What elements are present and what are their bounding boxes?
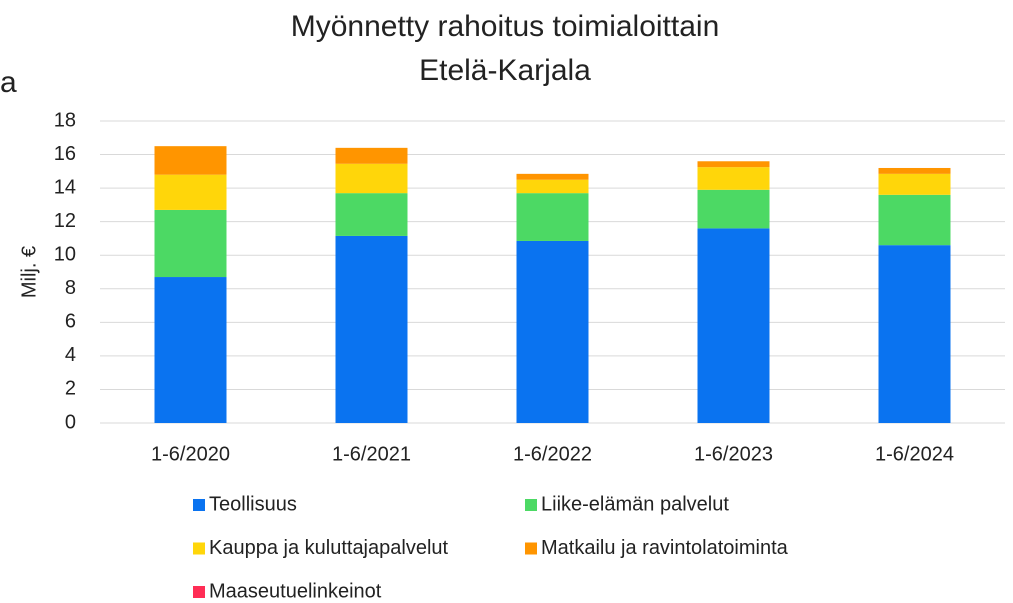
bar-segment (516, 193, 589, 241)
y-tick-label: 10 (54, 244, 76, 266)
x-tick-label: 1-6/2020 (151, 443, 230, 465)
legend-label: Kauppa ja kuluttajapalvelut (209, 537, 449, 559)
x-tick-label: 1-6/2022 (513, 443, 592, 465)
legend-swatch (525, 499, 537, 511)
bar-segment (335, 235, 408, 423)
bar-segment (697, 161, 770, 168)
chart-title: Myönnetty rahoitus toimialoittain (291, 10, 720, 43)
y-tick-label: 8 (65, 277, 76, 299)
bar-segment (697, 228, 770, 423)
y-tick-label: 4 (65, 344, 76, 366)
y-axis-label: Milj. € (18, 246, 40, 298)
y-tick-label: 18 (54, 109, 76, 131)
bar-segment (335, 193, 408, 236)
chart-subtitle: Etelä-Karjala (419, 54, 591, 87)
side-text: a (0, 66, 17, 99)
y-tick-label: 16 (54, 143, 76, 165)
legend-label: Liike-elämän palvelut (541, 493, 729, 515)
bar-segment (335, 147, 408, 164)
bar-segment (154, 277, 227, 423)
x-tick-label: 1-6/2023 (694, 443, 773, 465)
y-tick-label: 2 (65, 378, 76, 400)
bar-segment (878, 194, 951, 246)
bar-segment (516, 240, 589, 423)
legend-swatch (193, 499, 205, 511)
bar-segment (516, 173, 589, 180)
x-tick-label: 1-6/2021 (332, 443, 411, 465)
x-tick-label: 1-6/2024 (875, 443, 954, 465)
legend-label: Maaseutuelinkeinot (209, 580, 382, 602)
bar-segment (154, 174, 227, 210)
bar-segment (516, 179, 589, 194)
bar-segment (878, 167, 951, 174)
y-tick-label: 0 (65, 411, 76, 433)
legend-swatch (193, 586, 205, 598)
legend-label: Teollisuus (209, 493, 297, 515)
legend-swatch (193, 542, 205, 555)
y-tick-label: 12 (54, 210, 76, 232)
bar-segment (154, 209, 227, 278)
legend-swatch (525, 542, 537, 555)
y-tick-label: 14 (54, 176, 76, 198)
bar-segment (154, 146, 227, 175)
bar-segment (878, 245, 951, 423)
bar-segment (697, 189, 770, 229)
bar-segment (335, 163, 408, 194)
bar-segment (878, 173, 951, 195)
y-tick-label: 6 (65, 311, 76, 333)
bar-segment (697, 167, 770, 190)
legend-label: Matkailu ja ravintolatoiminta (541, 537, 789, 559)
